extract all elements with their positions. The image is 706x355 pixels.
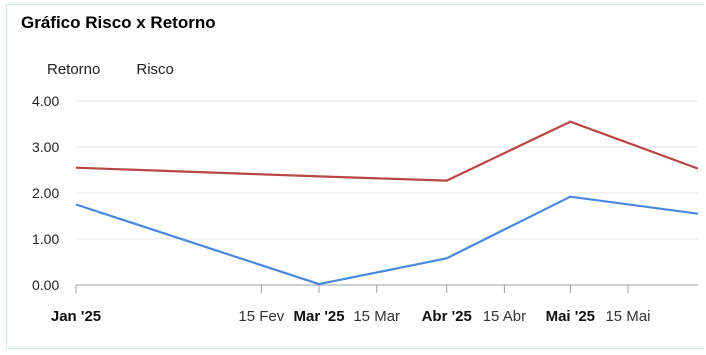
x-tick-label: 15 Abr [483,308,526,325]
x-tick-label: Jan '25 [51,308,101,325]
x-tick-label: Mar '25 [293,308,344,325]
y-tick-label: 4.00 [32,93,59,109]
y-tick-label: 0.00 [32,277,59,293]
legend-item-risco[interactable]: Risco [136,61,174,78]
x-tick-label: Mai '25 [546,308,595,325]
x-tick-label: Abr '25 [422,308,472,325]
x-tick-label: 15 Fev [238,308,284,325]
y-tick-label: 3.00 [32,139,59,155]
x-tick-label: 15 Mar [353,308,400,325]
x-tick-label: 15 Mai [605,308,650,325]
series-line-risco [75,120,699,182]
chart-title: Gráfico Risco x Retorno [21,13,216,32]
y-tick-label: 1.00 [32,231,59,247]
legend-item-retorno[interactable]: Retorno [47,61,101,78]
y-tick-label: 2.00 [32,185,59,201]
series-line-retorno [75,195,699,286]
chart-legend: Retorno Risco [47,61,174,78]
